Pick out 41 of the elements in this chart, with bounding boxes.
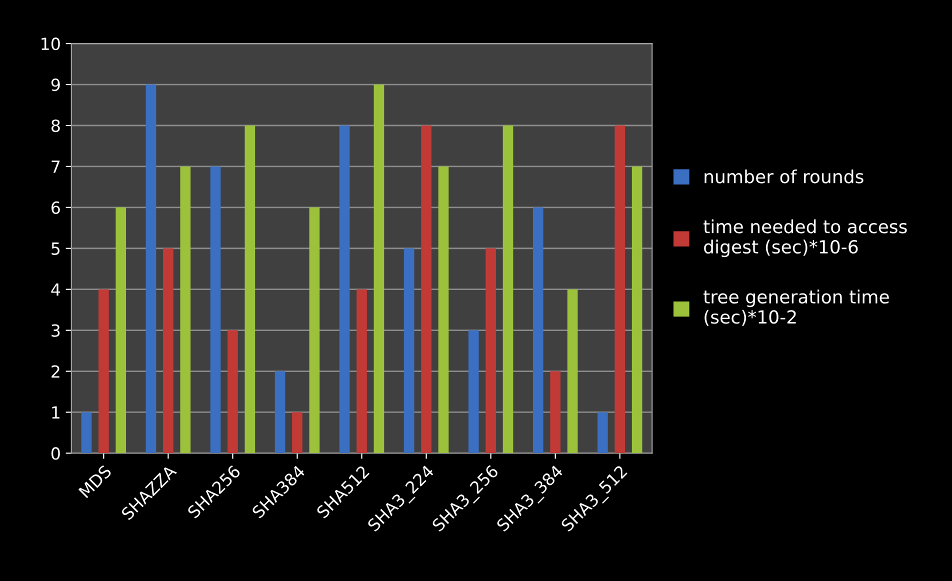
bar: [163, 248, 174, 454]
bar: [356, 289, 367, 454]
bar: [550, 371, 560, 454]
bar: [374, 84, 384, 454]
bar: [180, 166, 191, 454]
y-tick-label: 4: [51, 284, 60, 296]
bar: [486, 248, 496, 454]
legend-label: time needed to access digest (sec)*10-6: [704, 219, 907, 258]
bar: [292, 412, 302, 454]
y-tick-label: 8: [52, 119, 60, 132]
bar: [210, 166, 221, 454]
bar: [339, 125, 350, 454]
bar: [632, 166, 642, 454]
bar: [81, 412, 92, 454]
y-tick-label: 3: [52, 324, 60, 337]
legend-label: tree generation time (sec)*10-2: [704, 290, 889, 326]
y-tick-label: 9: [51, 78, 60, 92]
bar: [244, 125, 256, 454]
y-tick-label: 10: [42, 38, 60, 50]
bar: [597, 412, 608, 454]
bar: [309, 207, 320, 454]
bar: [421, 125, 432, 454]
bar: [98, 289, 109, 454]
bar: [502, 125, 514, 454]
y-tick-label: 6: [52, 201, 60, 214]
y-tick-label: 2: [52, 365, 60, 378]
y-tick-label: 7: [52, 160, 60, 173]
bar: [274, 371, 286, 454]
bar: [228, 330, 238, 454]
bar: [614, 125, 626, 454]
bar: [146, 84, 156, 454]
bar: [404, 248, 414, 454]
bar: [468, 330, 479, 454]
y-tick-label: 5: [52, 242, 60, 255]
bar: [532, 207, 544, 454]
y-tick-label: 0: [51, 447, 60, 460]
bar: [567, 289, 578, 454]
bar: [116, 207, 126, 454]
y-tick-label: 1: [52, 406, 60, 419]
bar: [438, 166, 449, 454]
legend-label: number of rounds: [704, 169, 864, 184]
